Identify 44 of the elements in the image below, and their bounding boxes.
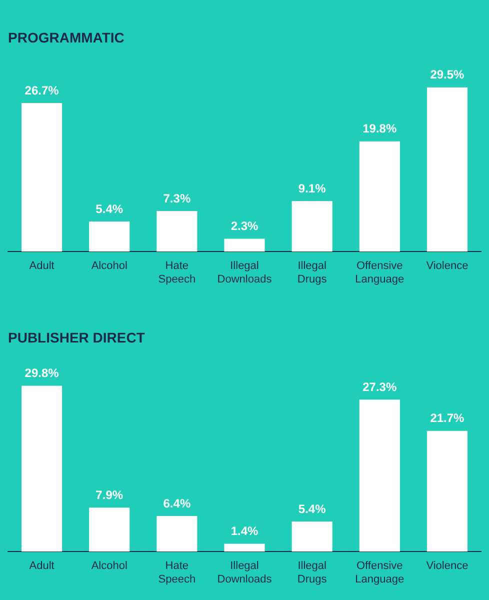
x-tick-label: Adult (29, 260, 54, 272)
x-tick-label: Offensive Language (355, 560, 404, 586)
bar (22, 102, 62, 252)
x-tick-label: Illegal Downloads (217, 560, 272, 586)
bar (224, 544, 265, 552)
x-tick-label: Violence (426, 560, 468, 572)
bar (89, 508, 130, 552)
data-label: 2.3% (230, 219, 258, 234)
x-tick-label: Hate Speech (158, 260, 196, 286)
x-tick-label: Violence (426, 260, 468, 272)
bar (359, 400, 400, 552)
data-label: 9.1% (298, 181, 326, 196)
x-tick-label: Adult (29, 560, 54, 572)
data-label: 6.4% (163, 496, 191, 510)
data-label: 7.3% (163, 191, 191, 206)
x-tick-label: Offensive Language (355, 260, 404, 286)
data-label: 29.5% (430, 68, 465, 82)
bar (359, 141, 400, 252)
x-tick-label: Illegal Drugs (297, 560, 328, 586)
bar (89, 222, 130, 252)
bar (224, 238, 265, 252)
bar (156, 516, 198, 552)
bar (292, 522, 332, 552)
data-label: 27.3% (362, 380, 397, 394)
data-label: 7.9% (96, 488, 124, 502)
data-label: 5.4% (96, 202, 124, 216)
chart-title: PUBLISHER DIRECT (8, 329, 146, 346)
x-tick-label: Illegal Downloads (217, 260, 272, 286)
bar (292, 200, 332, 252)
bar (22, 386, 62, 552)
data-label: 26.7% (24, 83, 60, 98)
data-label: 29.8% (24, 366, 60, 380)
x-tick-label: Hate Speech (158, 560, 196, 586)
x-tick-label: Illegal Drugs (297, 260, 328, 286)
data-label: 5.4% (298, 502, 326, 516)
data-label: 21.7% (430, 411, 465, 426)
data-label: 1.4% (230, 524, 258, 538)
chart-title: PROGRAMMATIC (8, 29, 124, 46)
data-label: 19.8% (362, 122, 397, 136)
bar (426, 430, 468, 552)
bar (426, 87, 468, 252)
bar (156, 210, 198, 252)
x-tick-label: Alcohol (91, 260, 128, 272)
x-tick-label: Alcohol (91, 560, 128, 572)
